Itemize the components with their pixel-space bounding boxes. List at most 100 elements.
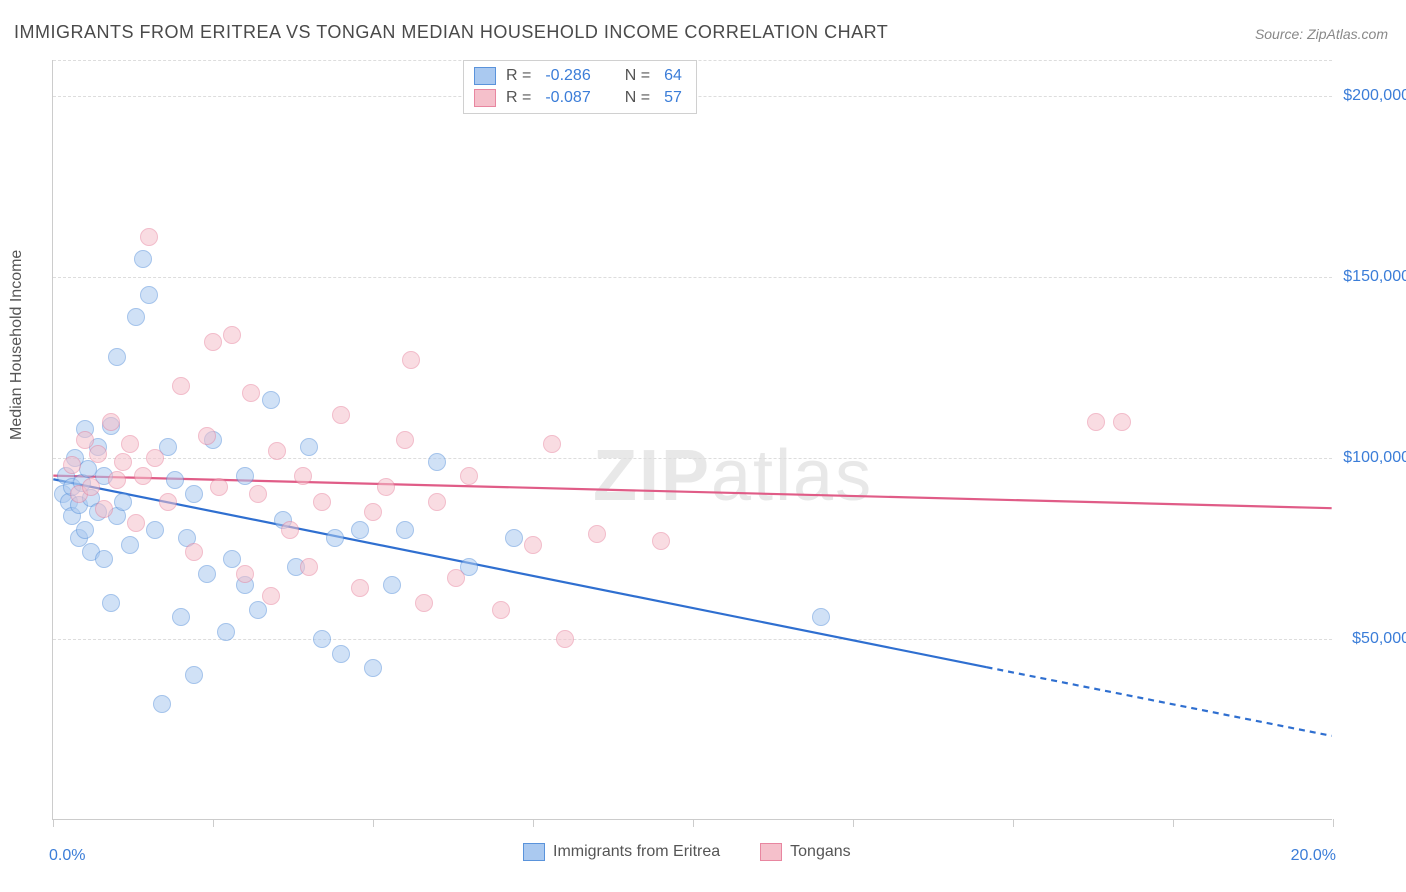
data-point — [121, 536, 139, 554]
data-point — [300, 438, 318, 456]
data-point — [447, 569, 465, 587]
data-point — [121, 435, 139, 453]
watermark-bold: ZIP — [593, 436, 711, 516]
regression-lines — [53, 60, 1332, 819]
data-point — [364, 503, 382, 521]
data-point — [351, 579, 369, 597]
data-point — [460, 467, 478, 485]
data-point — [313, 493, 331, 511]
source-attribution: Source: ZipAtlas.com — [1255, 26, 1388, 42]
data-point — [428, 453, 446, 471]
legend-swatch — [474, 67, 496, 85]
regression-line — [987, 667, 1332, 736]
x-tick — [533, 819, 534, 827]
y-tick-label: $200,000 — [1340, 87, 1406, 105]
stat-r-label: R = — [506, 89, 531, 107]
stats-row: R =-0.087N =57 — [474, 87, 686, 109]
data-point — [415, 594, 433, 612]
data-point — [108, 348, 126, 366]
data-point — [146, 449, 164, 467]
data-point — [140, 228, 158, 246]
data-point — [198, 427, 216, 445]
data-point — [153, 695, 171, 713]
chart-title: IMMIGRANTS FROM ERITREA VS TONGAN MEDIAN… — [14, 22, 888, 43]
stat-r-label: R = — [506, 67, 531, 85]
data-point — [172, 377, 190, 395]
stat-n-value: 64 — [660, 67, 686, 85]
data-point — [114, 493, 132, 511]
data-point — [1087, 413, 1105, 431]
data-point — [63, 456, 81, 474]
data-point — [505, 529, 523, 547]
data-point — [428, 493, 446, 511]
data-point — [383, 576, 401, 594]
gridline — [53, 639, 1332, 640]
stats-row: R = -0.286 N = 64 — [474, 65, 686, 87]
x-tick — [1013, 819, 1014, 827]
data-point — [82, 478, 100, 496]
data-point — [652, 532, 670, 550]
data-point — [524, 536, 542, 554]
stat-n-label: N = — [625, 67, 650, 85]
data-point — [89, 445, 107, 463]
data-point — [351, 521, 369, 539]
legend-item: Tongans — [760, 843, 851, 861]
data-point — [185, 543, 203, 561]
data-point — [236, 565, 254, 583]
data-point — [76, 521, 94, 539]
legend-swatch — [760, 843, 782, 861]
data-point — [166, 471, 184, 489]
data-point — [492, 601, 510, 619]
data-point — [140, 286, 158, 304]
data-point — [102, 413, 120, 431]
legend-item: Immigrants from Eritrea — [523, 843, 720, 861]
data-point — [396, 521, 414, 539]
stat-r-value: -0.087 — [541, 89, 594, 107]
data-point — [377, 478, 395, 496]
y-tick-label: $100,000 — [1340, 449, 1406, 467]
data-point — [402, 351, 420, 369]
data-point — [217, 623, 235, 641]
data-point — [326, 529, 344, 547]
data-point — [102, 594, 120, 612]
data-point — [249, 485, 267, 503]
data-point — [262, 587, 280, 605]
data-point — [1113, 413, 1131, 431]
y-tick-label: $150,000 — [1340, 268, 1406, 286]
data-point — [332, 645, 350, 663]
x-tick — [1333, 819, 1334, 827]
x-tick — [693, 819, 694, 827]
data-point — [172, 608, 190, 626]
data-point — [543, 435, 561, 453]
data-point — [300, 558, 318, 576]
watermark-light: atlas — [711, 436, 873, 516]
data-point — [108, 471, 126, 489]
data-point — [268, 442, 286, 460]
data-point — [185, 485, 203, 503]
stat-r-value: -0.286 — [541, 67, 594, 85]
data-point — [294, 467, 312, 485]
stats-box: R =-0.286N =64R =-0.087N =57 — [463, 60, 697, 114]
data-point — [556, 630, 574, 648]
data-point — [332, 406, 350, 424]
data-point — [262, 391, 280, 409]
data-point — [95, 500, 113, 518]
x-tick — [853, 819, 854, 827]
data-point — [146, 521, 164, 539]
data-point — [204, 333, 222, 351]
y-tick-label: $50,000 — [1340, 630, 1406, 648]
data-point — [223, 326, 241, 344]
data-point — [114, 453, 132, 471]
data-point — [242, 384, 260, 402]
legend-swatch — [474, 89, 496, 107]
stat-n-label: N = — [625, 89, 650, 107]
data-point — [249, 601, 267, 619]
gridline — [53, 277, 1332, 278]
data-point — [223, 550, 241, 568]
data-point — [588, 525, 606, 543]
watermark: ZIPatlas — [593, 435, 873, 517]
x-axis-min-label: 0.0% — [49, 847, 85, 865]
data-point — [364, 659, 382, 677]
data-point — [396, 431, 414, 449]
plot-area: ZIPatlas $50,000$100,000$150,000$200,000… — [52, 60, 1332, 820]
